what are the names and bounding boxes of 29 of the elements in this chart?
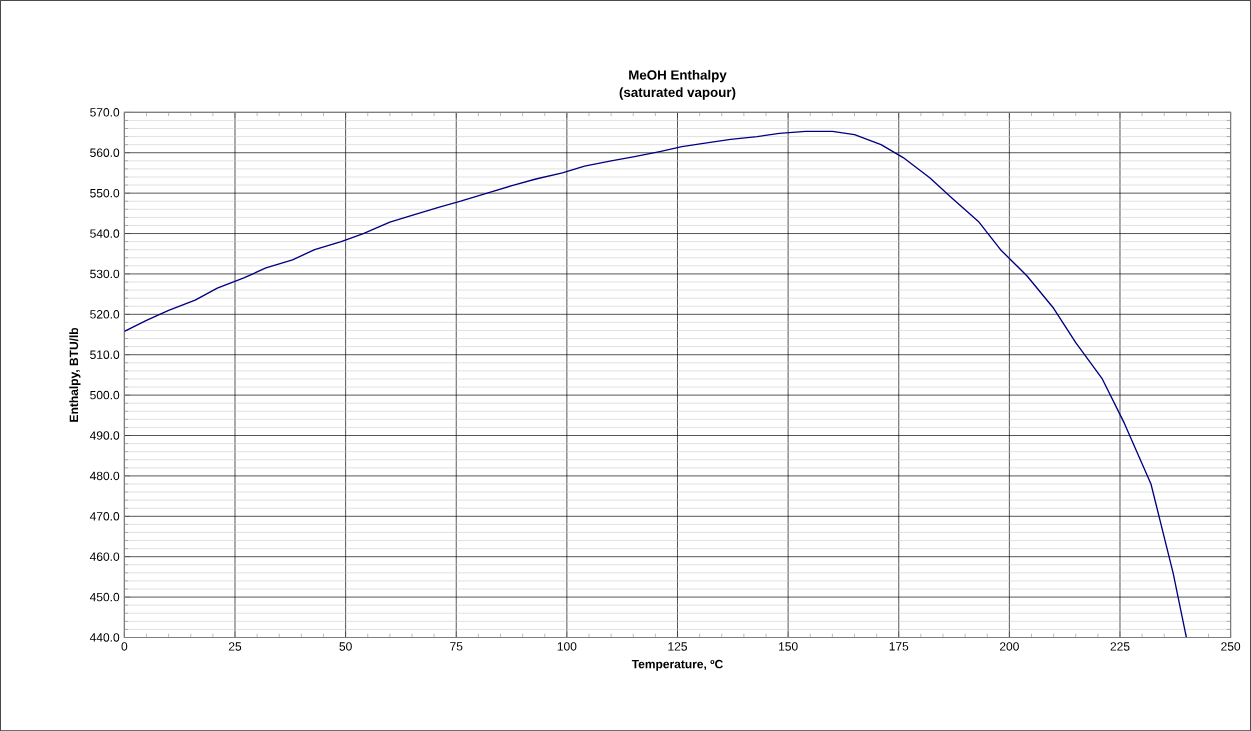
- y-tick-label: 500.0: [90, 390, 120, 400]
- y-tick-label: 520.0: [90, 309, 120, 319]
- y-axis-title: Enthalpy, BTU/lb: [69, 327, 81, 422]
- x-tick-label: 75: [450, 642, 463, 651]
- y-tick-label: 530.0: [90, 269, 120, 279]
- y-tick-label: 540.0: [90, 229, 120, 238]
- line-series: [124, 130, 1188, 638]
- x-tick-label: 125: [668, 642, 687, 651]
- y-tick-label: 570.0: [90, 108, 120, 117]
- x-tick-label: 250: [1221, 642, 1241, 651]
- x-tick-label: 0: [121, 642, 128, 651]
- chart-title: MeOH Enthalpy (saturated vapour): [619, 69, 736, 100]
- y-tick-label: 460.0: [89, 552, 120, 561]
- x-axis-title: Temperature, ºC: [631, 659, 723, 671]
- x-tick-label: 25: [228, 642, 242, 651]
- y-tick-label: 550.0: [90, 188, 120, 198]
- y-tick-label: 480.0: [89, 471, 120, 481]
- y-tick-label: 510.0: [90, 350, 120, 359]
- y-tick-label: 450.0: [89, 592, 120, 602]
- x-tick-label: 50: [339, 642, 352, 651]
- y-tick-label: 470.0: [89, 511, 120, 521]
- x-tick-label: 175: [889, 642, 909, 651]
- y-tick-label: 440.0: [89, 633, 120, 642]
- x-tick-label: 200: [999, 642, 1019, 651]
- y-tick-label: 490.0: [89, 431, 120, 440]
- y-tick-label: 560.0: [90, 148, 120, 157]
- x-tick-label: 100: [557, 642, 577, 651]
- x-tick-label: 150: [779, 642, 798, 651]
- x-tick-label: 225: [1110, 642, 1130, 651]
